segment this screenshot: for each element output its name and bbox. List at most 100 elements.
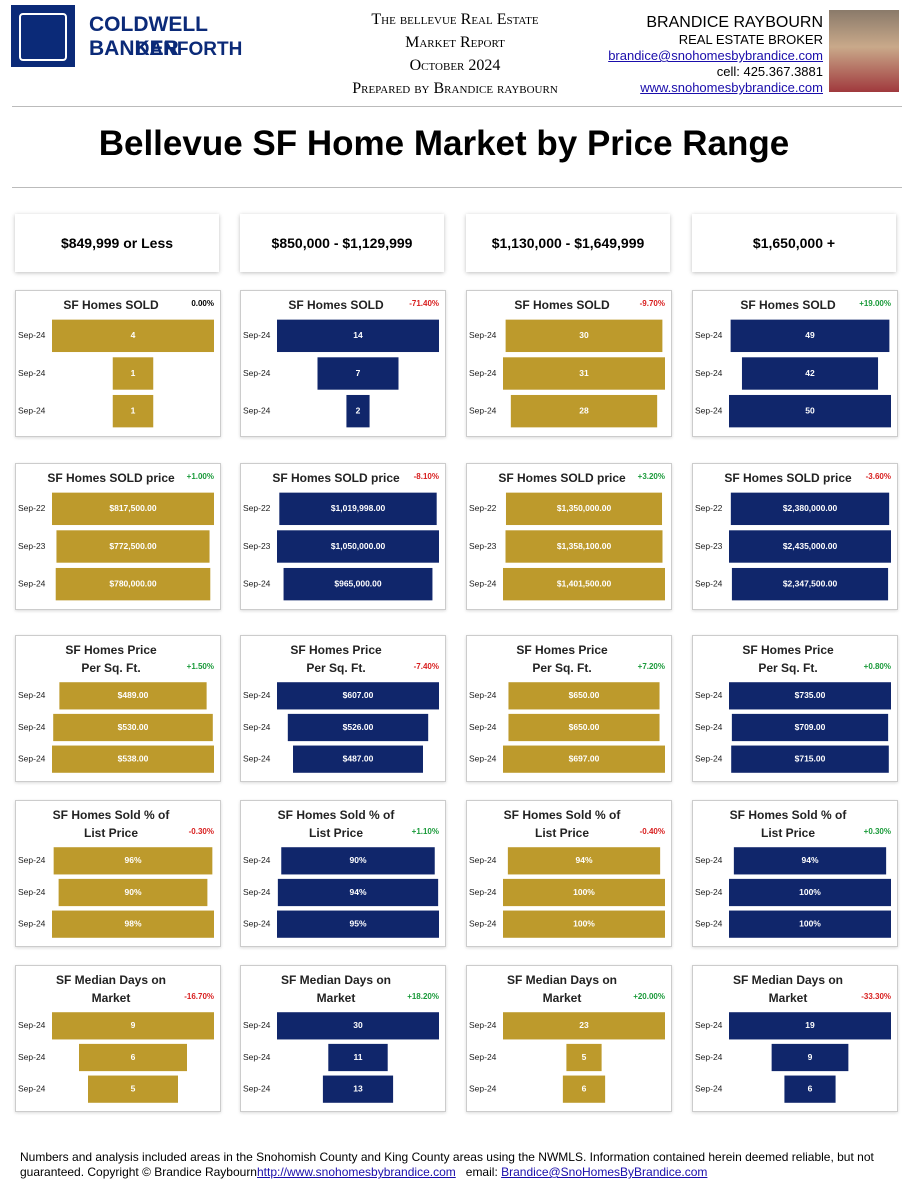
category-label: Sep-24 — [243, 690, 271, 700]
agent-info: BRANDICE RAYBOURN REAL ESTATE BROKER bra… — [560, 14, 823, 96]
value-label: 6 — [582, 1083, 587, 1093]
value-label: 94% — [801, 855, 818, 865]
change-label: +3.20% — [638, 472, 665, 481]
category-label: Sep-24 — [469, 918, 497, 928]
agent-website[interactable]: www.snohomesbybrandice.com — [640, 80, 823, 95]
category-label: Sep-24 — [695, 578, 723, 588]
category-label: Sep-24 — [469, 1020, 497, 1030]
bar — [505, 492, 663, 526]
category-label: Sep-24 — [469, 368, 497, 378]
chart-title: SF Homes Price — [516, 643, 608, 657]
category-label: Sep-24 — [243, 918, 271, 928]
value-label: 31 — [579, 368, 589, 378]
category-label: Sep-22 — [18, 503, 46, 513]
category-label: Sep-24 — [18, 722, 46, 732]
category-label: Sep-24 — [695, 330, 723, 340]
bar — [293, 745, 423, 773]
chart: SF Homes SOLD +19.00% Sep-24 49 Sep-24 42 Sep-… — [695, 298, 891, 428]
change-label: 0.00% — [191, 299, 214, 308]
value-label: 28 — [579, 405, 589, 415]
chart-box: SF Homes SOLD price -8.10% Sep-22 $1,019,99… — [240, 463, 446, 610]
value-label: $2,380,000.00 — [783, 503, 838, 513]
category-label: Sep-24 — [469, 1052, 497, 1062]
change-label: -8.10% — [414, 472, 439, 481]
change-label: +1.00% — [187, 472, 214, 481]
change-label: +18.20% — [407, 992, 439, 1001]
chart-box: SF Homes SOLD price +1.00% Sep-22 $817,500.… — [15, 463, 221, 610]
bar — [566, 1043, 602, 1072]
chart: SF Median Days on Market -16.70% Sep-24 9 Sep… — [18, 973, 214, 1103]
chart-box: SF Homes SOLD price +3.20% Sep-22 $1,350,00… — [466, 463, 672, 610]
chart: SF Median Days on Market -33.30% Sep-24 19 Se… — [695, 973, 891, 1103]
category-label: Sep-22 — [243, 503, 271, 513]
chart: SF Median Days on Market +20.00% Sep-24 23 Se… — [469, 973, 665, 1103]
bar — [729, 530, 891, 563]
chart: SF Homes Sold % of List Price -0.30% Sep-24… — [18, 808, 214, 938]
chart-box: SF Median Days on Market +18.20% Sep-24 30 Se… — [240, 965, 446, 1112]
category-label: Sep-24 — [243, 330, 271, 340]
change-label: -0.30% — [189, 827, 214, 836]
chart-title: Per Sq. Ft. — [81, 661, 140, 675]
value-label: 100% — [573, 887, 595, 897]
brand: COLDWELL BANKER — [89, 13, 208, 60]
chart-title: SF Homes Sold % of — [730, 808, 848, 822]
bar — [729, 394, 891, 428]
change-label: +20.00% — [633, 992, 665, 1001]
chart: SF Homes Sold % of List Price +0.30% Sep-24… — [695, 808, 891, 938]
bar — [505, 319, 663, 353]
bar — [322, 1075, 394, 1103]
chart-title: Per Sq. Ft. — [306, 661, 365, 675]
report-line: The bellevue Real Estate — [371, 11, 539, 28]
value-label: 1 — [131, 405, 136, 415]
bar — [56, 530, 210, 563]
value-label: $1,019,998.00 — [331, 503, 386, 513]
value-label: $1,358,100.00 — [557, 541, 612, 551]
footer-website[interactable]: http://www.snohomesbybrandice.com — [256, 1165, 456, 1179]
change-label: -0.40% — [640, 827, 665, 836]
chart-box: SF Homes Price Per Sq. Ft. +0.80% Sep-24 $73… — [692, 635, 898, 782]
category-label: Sep-24 — [18, 1052, 46, 1062]
category-label: Sep-24 — [695, 368, 723, 378]
value-label: 100% — [799, 887, 821, 897]
bar — [277, 878, 439, 907]
footer-email[interactable]: Brandice@SnoHomesByBrandice.com — [501, 1165, 708, 1179]
agent-email[interactable]: brandice@snohomesbybrandice.com — [608, 48, 823, 63]
logo-mark — [11, 5, 75, 67]
value-label: $1,401,500.00 — [557, 578, 612, 588]
chart: SF Homes SOLD price +3.20% Sep-22 $1,350,00… — [469, 471, 665, 601]
value-label: 9 — [808, 1052, 813, 1062]
value-label: $650.00 — [569, 722, 600, 732]
category-label: Sep-24 — [243, 1020, 271, 1030]
value-label: 98% — [124, 918, 141, 928]
footer-text: Numbers and analysis included areas in t… — [20, 1150, 874, 1179]
value-label: $735.00 — [795, 690, 826, 700]
chart-title: Market — [769, 991, 808, 1005]
agent-name: BRANDICE RAYBOURN — [646, 14, 823, 31]
chart-title: SF Homes SOLD price — [724, 471, 852, 485]
category-label: Sep-24 — [243, 1083, 271, 1093]
bar — [112, 394, 154, 428]
category-label: Sep-23 — [695, 541, 723, 551]
value-label: 90% — [349, 855, 366, 865]
value-label: $715.00 — [795, 753, 826, 763]
category-label: Sep-24 — [469, 753, 497, 763]
chart-box: SF Homes SOLD -71.40% Sep-24 14 Sep-24 7 Sep-2… — [240, 290, 446, 437]
value-label: 96% — [124, 855, 141, 865]
value-label: 5 — [131, 1083, 136, 1093]
chart: SF Homes SOLD 0.00% Sep-24 4 Sep-24 1 Sep-24 1 — [18, 298, 214, 428]
bar — [503, 1012, 665, 1040]
bar — [503, 567, 665, 601]
chart-box: SF Median Days on Market -16.70% Sep-24 9 Sep… — [15, 965, 221, 1112]
bar — [733, 847, 887, 875]
chart: SF Homes Price Per Sq. Ft. +1.50% Sep-24 $48… — [18, 643, 214, 773]
change-label: -71.40% — [409, 299, 439, 308]
footer-email-label: email: — [465, 1165, 498, 1179]
value-label: $965,000.00 — [334, 578, 382, 588]
change-label: +1.10% — [412, 827, 439, 836]
bar — [277, 319, 439, 353]
bar — [508, 682, 660, 710]
category-label: Sep-24 — [469, 722, 497, 732]
bar — [729, 910, 891, 938]
value-label: 49 — [805, 330, 815, 340]
chart-title: SF Homes Price — [742, 643, 834, 657]
